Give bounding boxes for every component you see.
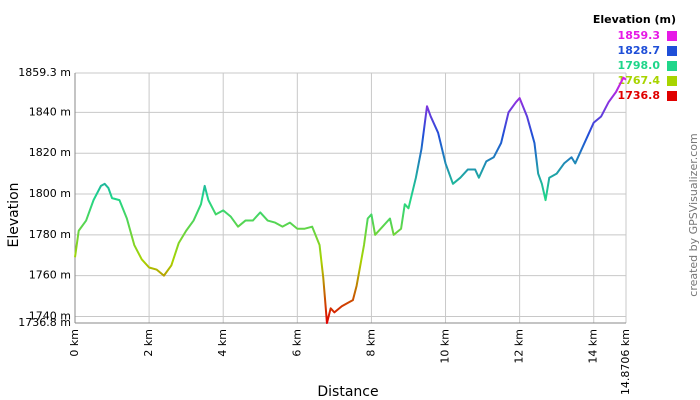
y-tick-label: 1800 m (29, 187, 71, 200)
x-axis-title: Distance (317, 384, 378, 400)
y-axis-title: Elevation (6, 182, 22, 247)
legend-swatch (667, 31, 677, 41)
x-tick-label: 14 km (587, 329, 600, 364)
legend-label: 1736.8 (618, 89, 660, 102)
legend-swatch (667, 76, 677, 86)
x-tick-label: 6 km (290, 329, 303, 357)
legend-label: 1798.0 (618, 59, 661, 72)
y-tick-label: 1840 m (29, 105, 71, 118)
y-tick-label: 1820 m (29, 146, 71, 159)
x-tick-label: 4 km (216, 329, 229, 357)
x-tick-label: 14.8706 km (619, 329, 632, 395)
x-tick-label: 2 km (142, 329, 155, 357)
x-tick-label: 10 km (439, 329, 452, 364)
x-tick-label: 8 km (364, 329, 377, 357)
y-tick-label: 1859.3 m (18, 66, 71, 79)
legend-label: 1767.4 (618, 74, 661, 87)
legend-swatch (667, 61, 677, 71)
credit: created by GPSVisualizer.com (687, 133, 700, 296)
x-tick-label: 0 km (68, 329, 81, 357)
y-tick-label: 1740 m (29, 309, 71, 322)
y-tick-label: 1760 m (29, 269, 71, 282)
y-tick-label: 1780 m (29, 228, 71, 241)
legend-label: 1828.7 (618, 44, 660, 57)
legend-swatch (667, 46, 677, 56)
x-tick-label: 12 km (513, 329, 526, 364)
legend-title: Elevation (m) (593, 13, 676, 26)
legend-swatch (667, 91, 677, 101)
elevation-line (74, 76, 627, 324)
y-tick-label: 1736.8 m (18, 316, 71, 329)
legend-label: 1859.3 (618, 29, 660, 42)
